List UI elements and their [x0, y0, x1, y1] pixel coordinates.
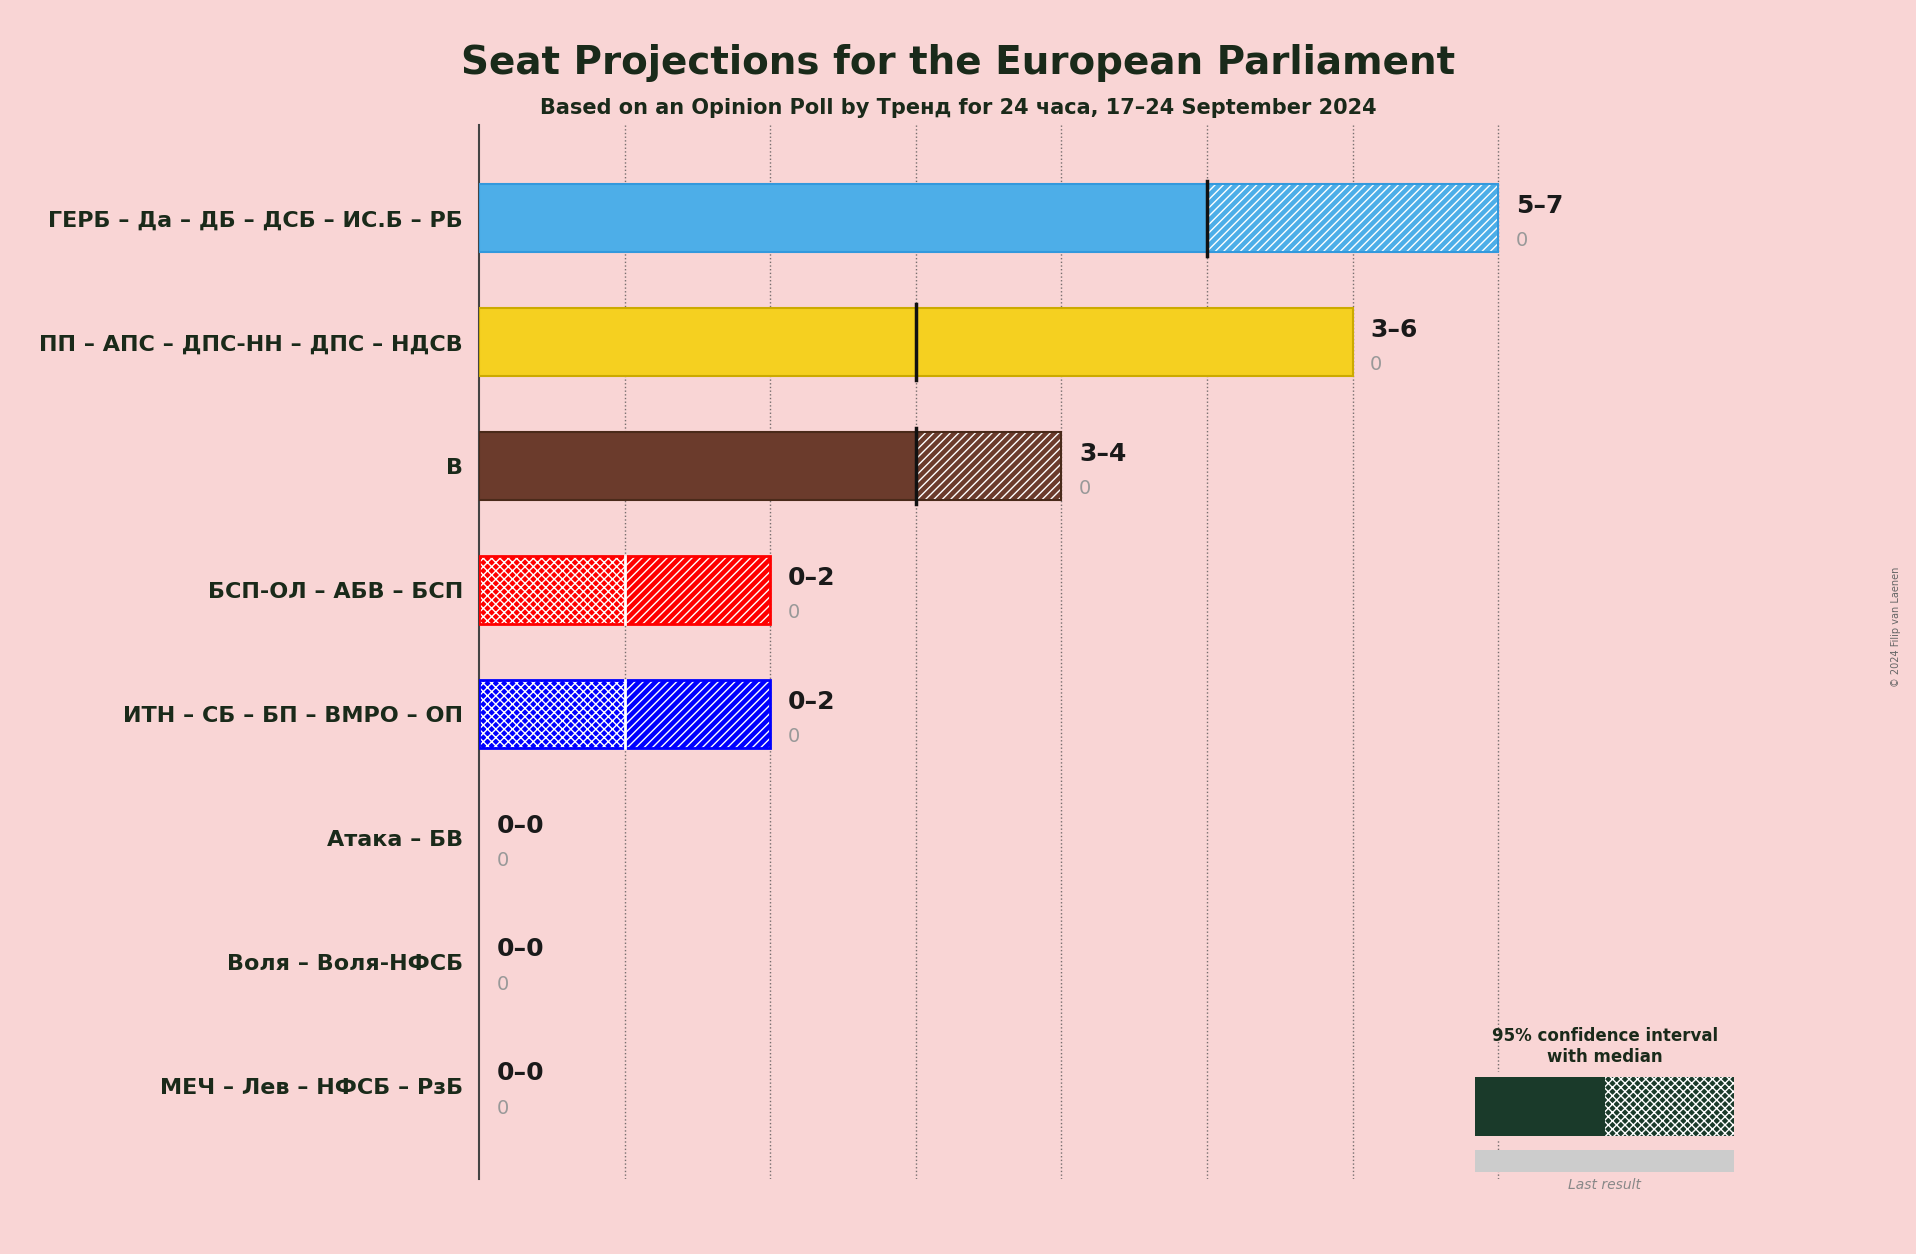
- Text: 0: 0: [496, 850, 510, 870]
- Bar: [916, 308, 1353, 376]
- Bar: [1475, 1077, 1604, 1136]
- Bar: [479, 556, 625, 624]
- Text: 0–0: 0–0: [496, 938, 544, 962]
- Text: 0: 0: [1516, 231, 1529, 250]
- Text: Based on an Opinion Poll by Тренд for 24 часа, 17–24 September 2024: Based on an Opinion Poll by Тренд for 24…: [540, 98, 1376, 118]
- Text: 3–6: 3–6: [1370, 317, 1418, 342]
- Text: Seat Projections for the European Parliament: Seat Projections for the European Parlia…: [462, 44, 1454, 82]
- Bar: [625, 680, 770, 749]
- Bar: [1604, 1077, 1734, 1136]
- Text: 0–2: 0–2: [787, 690, 835, 714]
- Bar: [479, 680, 625, 749]
- Text: 0–2: 0–2: [787, 566, 835, 589]
- Text: 0: 0: [787, 603, 801, 622]
- Bar: [625, 680, 770, 749]
- Text: © 2024 Filip van Laenen: © 2024 Filip van Laenen: [1891, 567, 1901, 687]
- Text: 0: 0: [1079, 479, 1092, 498]
- Bar: [625, 556, 770, 624]
- Text: 5–7: 5–7: [1516, 194, 1563, 218]
- Text: 0: 0: [496, 974, 510, 993]
- Bar: [1207, 184, 1498, 252]
- Bar: [479, 556, 625, 624]
- Text: 0–0: 0–0: [496, 814, 544, 838]
- Text: 0: 0: [787, 727, 801, 746]
- Bar: [479, 433, 916, 500]
- Bar: [916, 308, 1353, 376]
- Bar: [625, 556, 770, 624]
- Bar: [479, 680, 625, 749]
- Text: 3–4: 3–4: [1079, 441, 1127, 465]
- Bar: [916, 433, 1061, 500]
- Text: 0: 0: [1370, 355, 1383, 374]
- Text: Last result: Last result: [1567, 1178, 1642, 1191]
- Bar: [479, 308, 916, 376]
- Text: 0–0: 0–0: [496, 1061, 544, 1086]
- Bar: [1207, 184, 1498, 252]
- Text: 95% confidence interval
with median: 95% confidence interval with median: [1491, 1027, 1719, 1066]
- Bar: [916, 433, 1061, 500]
- Bar: [479, 184, 1207, 252]
- Text: 0: 0: [496, 1099, 510, 1117]
